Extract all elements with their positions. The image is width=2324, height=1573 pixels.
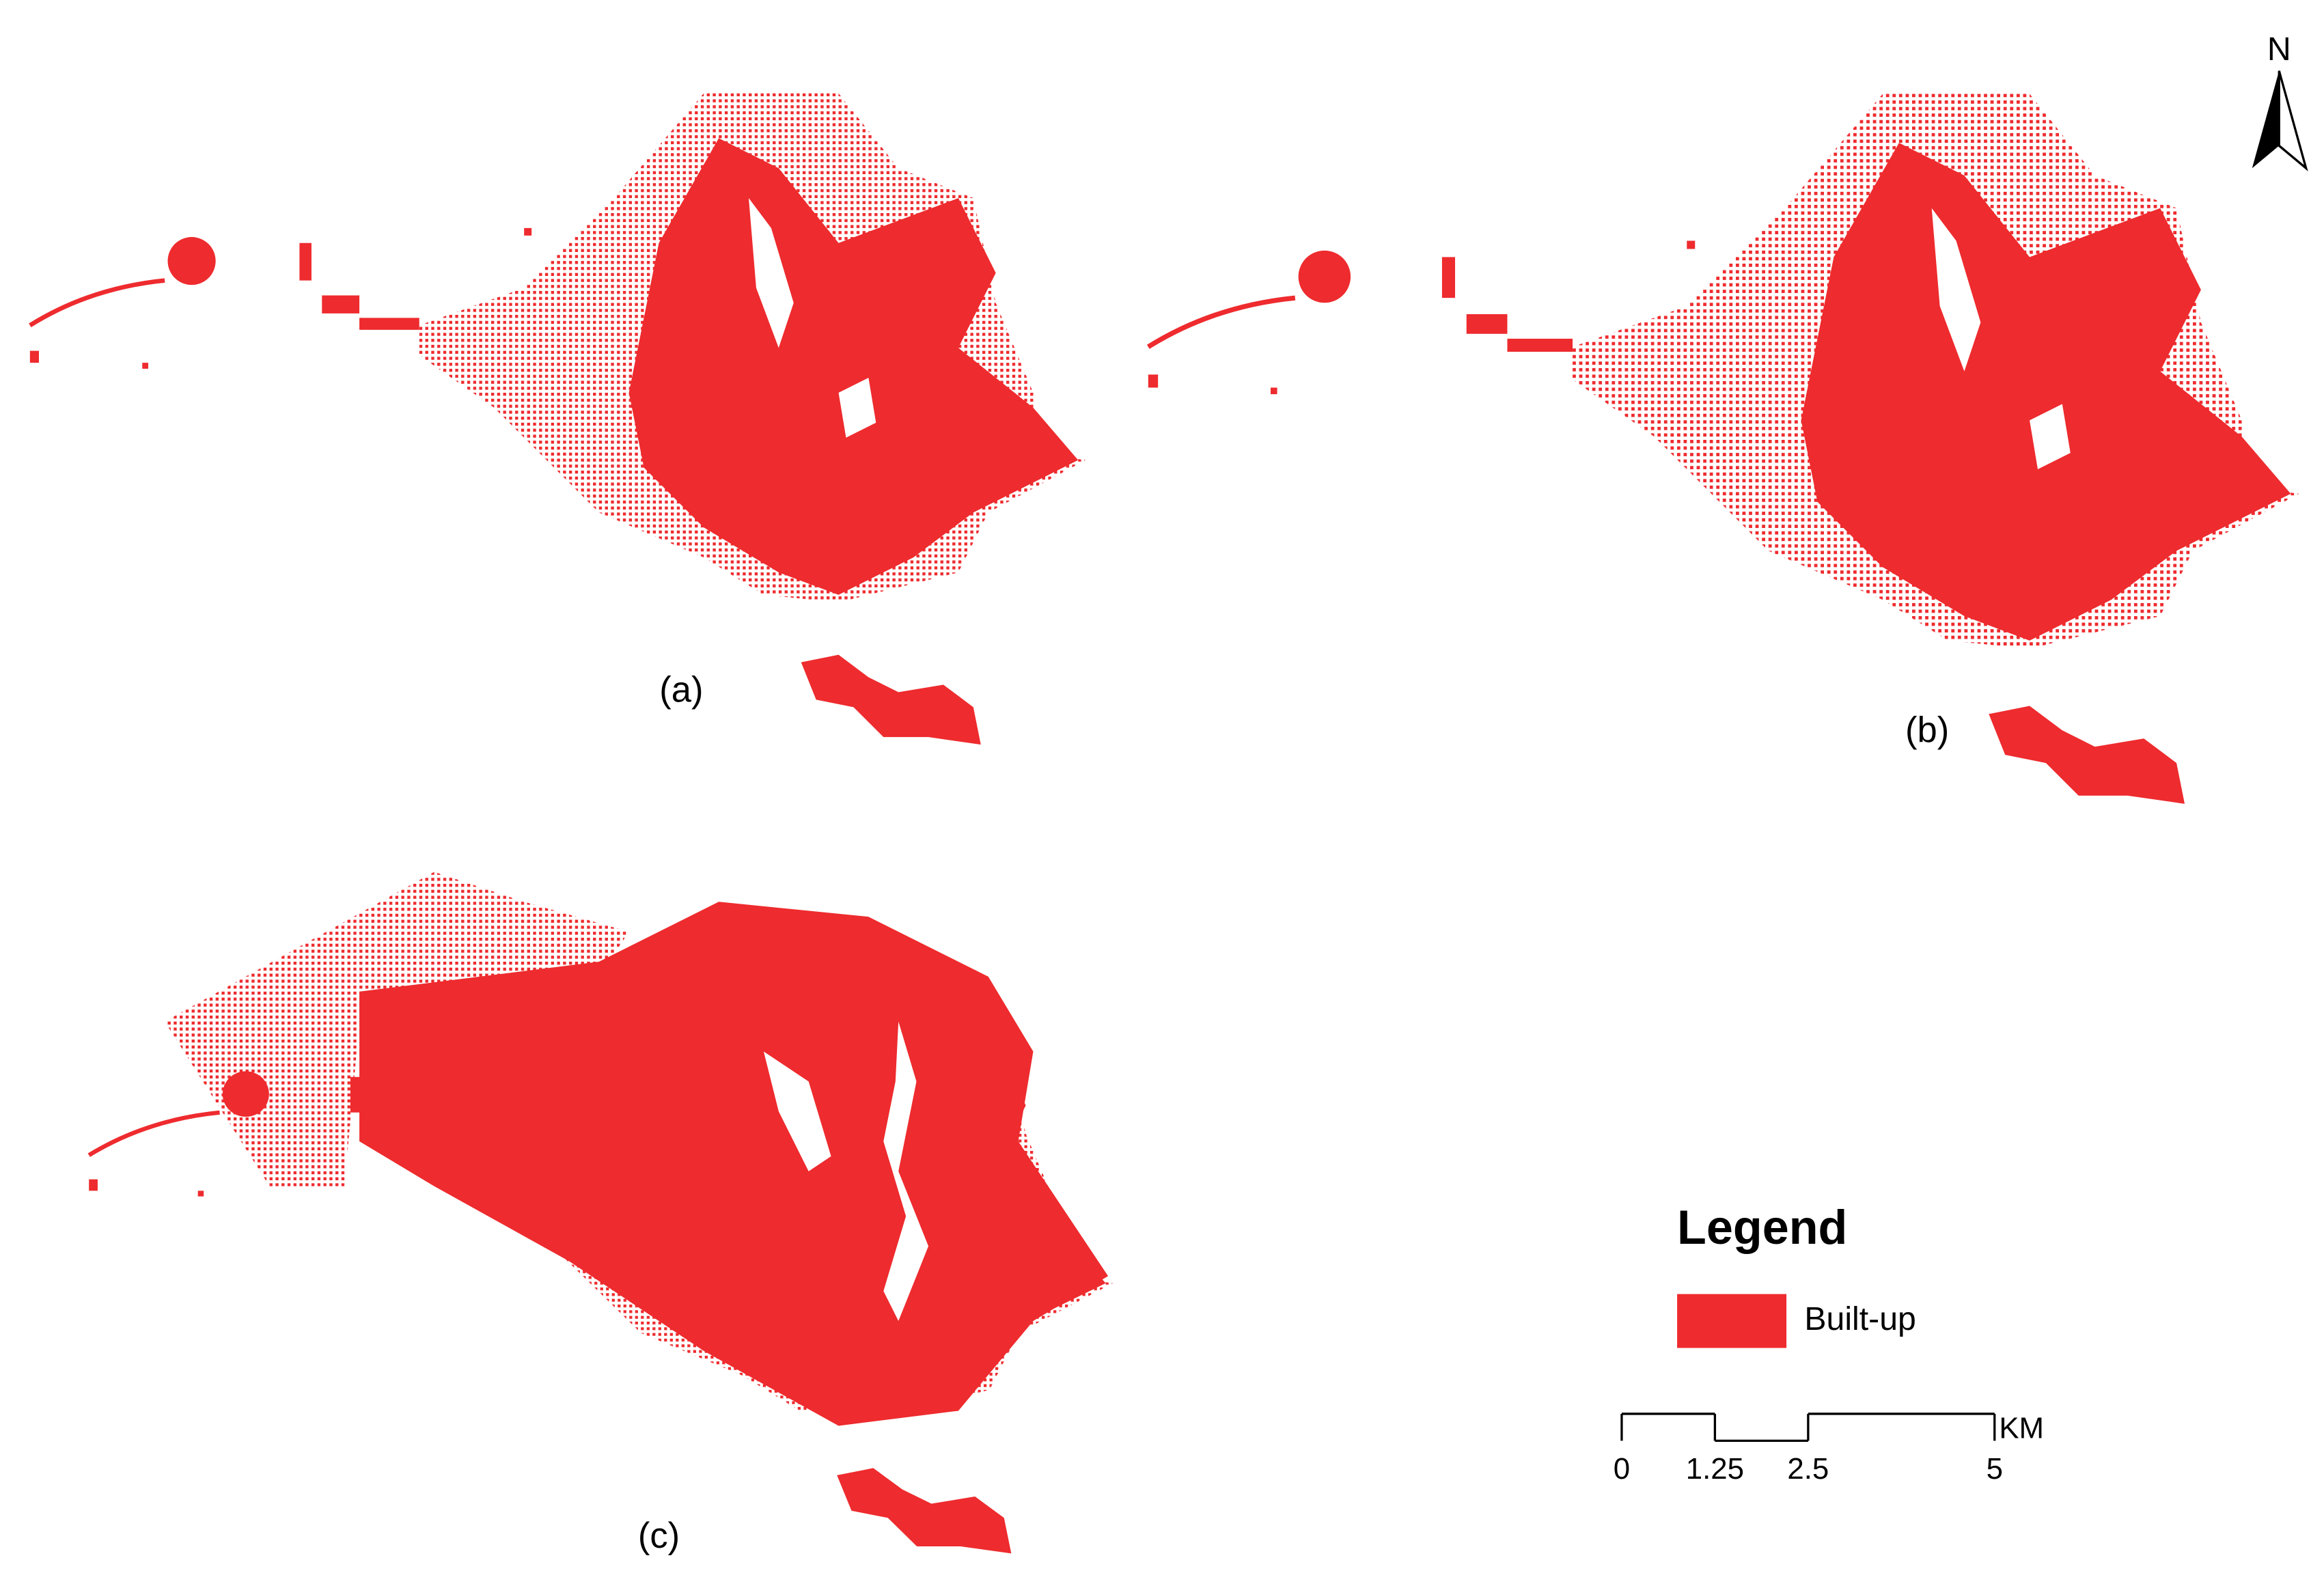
panel-label: (a) [659,669,703,710]
panel-label: (b) [1905,710,1949,750]
scale-bar: 0 1.25 2.5 5 KM [1614,1412,2044,1486]
scale-label: 0 [1614,1452,1630,1486]
legend-label: Built-up [1804,1300,1916,1337]
scale-label: 1.25 [1686,1452,1744,1486]
scale-unit: KM [1999,1412,2044,1445]
north-label: N [2267,31,2291,68]
map-panel-c [89,872,1113,1553]
map-panel-a [30,94,1085,745]
panel-label: (c) [638,1516,680,1556]
north-arrow: N [2252,31,2308,171]
scale-label: 2.5 [1787,1452,1829,1486]
scale-label: 5 [1987,1452,2003,1486]
legend-title: Legend [1677,1201,1847,1254]
map-panel-b [1148,94,2299,803]
legend-swatch [1677,1294,1787,1348]
